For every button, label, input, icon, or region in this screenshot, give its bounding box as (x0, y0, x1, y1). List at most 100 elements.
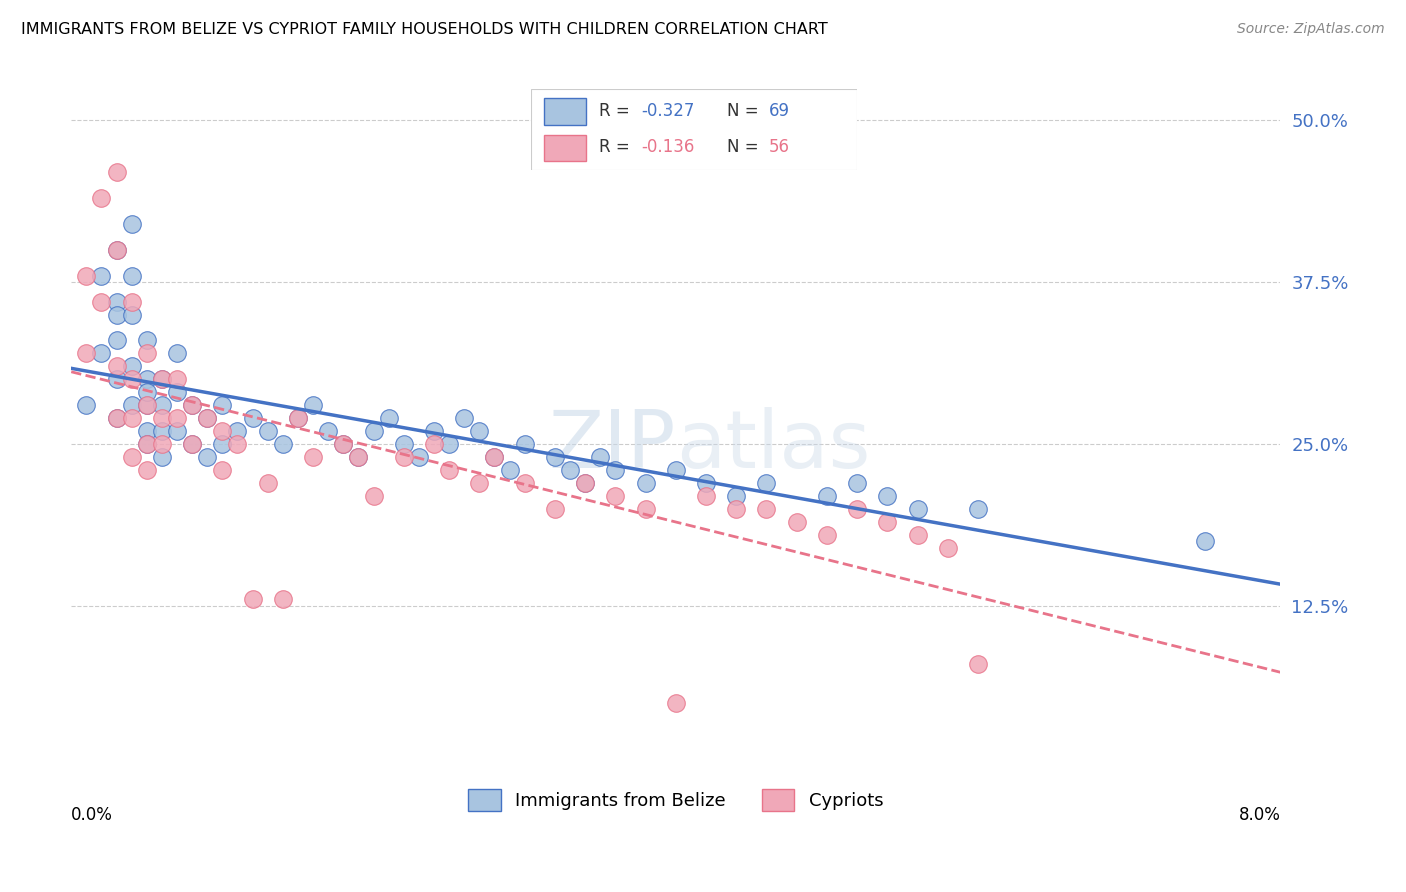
Point (166, 411, 188, 425)
Point (105, 411, 128, 425)
Point (423, 424, 446, 438)
Point (544, 501, 567, 516)
Point (121, 398, 143, 412)
Point (513, 475, 536, 490)
Point (907, 527, 929, 541)
Point (574, 475, 596, 490)
Point (484, 450, 506, 464)
Point (513, 437, 536, 451)
Point (786, 515, 808, 529)
Point (605, 463, 627, 477)
Point (121, 294, 143, 309)
Text: 0.0%: 0.0% (72, 806, 112, 824)
Point (90, 294, 112, 309)
Point (589, 450, 612, 464)
Point (75, 268, 97, 283)
Point (90, 346, 112, 360)
Point (558, 463, 581, 477)
Point (377, 411, 399, 425)
Point (135, 372, 157, 386)
Point (166, 424, 188, 438)
Point (211, 437, 233, 451)
Point (75, 398, 97, 412)
Point (121, 308, 143, 322)
Point (135, 463, 157, 477)
Point (544, 450, 567, 464)
Point (135, 424, 157, 438)
Point (287, 411, 309, 425)
Point (166, 372, 188, 386)
Point (195, 411, 218, 425)
Point (121, 450, 143, 464)
Point (150, 450, 173, 464)
Point (181, 437, 204, 451)
Point (846, 475, 869, 490)
Point (725, 501, 748, 516)
Point (105, 294, 128, 309)
Point (90, 191, 112, 205)
Point (135, 398, 157, 412)
Point (665, 696, 688, 710)
Point (135, 346, 157, 360)
Point (105, 334, 128, 348)
Point (150, 437, 173, 451)
Point (211, 463, 233, 477)
Point (271, 592, 294, 607)
Point (181, 398, 204, 412)
Point (332, 437, 354, 451)
Point (150, 372, 173, 386)
Point (181, 398, 204, 412)
Point (498, 463, 520, 477)
Point (121, 268, 143, 283)
Point (967, 501, 990, 516)
Point (347, 450, 370, 464)
Point (242, 592, 264, 607)
Point (755, 475, 778, 490)
Point (605, 489, 627, 503)
Point (634, 501, 657, 516)
Point (150, 398, 173, 412)
Point (437, 463, 460, 477)
Point (815, 489, 838, 503)
Point (665, 463, 688, 477)
Point (846, 501, 869, 516)
Point (105, 359, 128, 374)
Point (75, 346, 97, 360)
Text: IMMIGRANTS FROM BELIZE VS CYPRIOT FAMILY HOUSEHOLDS WITH CHILDREN CORRELATION CH: IMMIGRANTS FROM BELIZE VS CYPRIOT FAMILY… (21, 22, 828, 37)
Point (105, 372, 128, 386)
Point (695, 475, 717, 490)
Point (166, 385, 188, 400)
Point (437, 437, 460, 451)
Point (181, 437, 204, 451)
Point (150, 424, 173, 438)
Point (347, 450, 370, 464)
Point (392, 450, 415, 464)
Point (907, 501, 929, 516)
Legend: Immigrants from Belize, Cypriots: Immigrants from Belize, Cypriots (461, 781, 890, 818)
Point (725, 489, 748, 503)
Point (332, 437, 354, 451)
Point (90, 268, 112, 283)
Point (121, 217, 143, 231)
Point (755, 501, 778, 516)
Point (1194, 534, 1216, 549)
Text: 8.0%: 8.0% (1239, 806, 1281, 824)
Point (150, 411, 173, 425)
Point (695, 489, 717, 503)
Point (468, 424, 491, 438)
Point (226, 437, 249, 451)
Text: ZIP: ZIP (548, 407, 676, 485)
Point (226, 424, 249, 438)
Point (211, 424, 233, 438)
Point (256, 475, 278, 490)
Point (967, 657, 990, 672)
Point (105, 165, 128, 179)
Point (135, 437, 157, 451)
Point (316, 424, 339, 438)
Point (105, 243, 128, 257)
Point (121, 411, 143, 425)
Point (876, 489, 898, 503)
Point (242, 411, 264, 425)
Point (468, 475, 491, 490)
Point (135, 385, 157, 400)
